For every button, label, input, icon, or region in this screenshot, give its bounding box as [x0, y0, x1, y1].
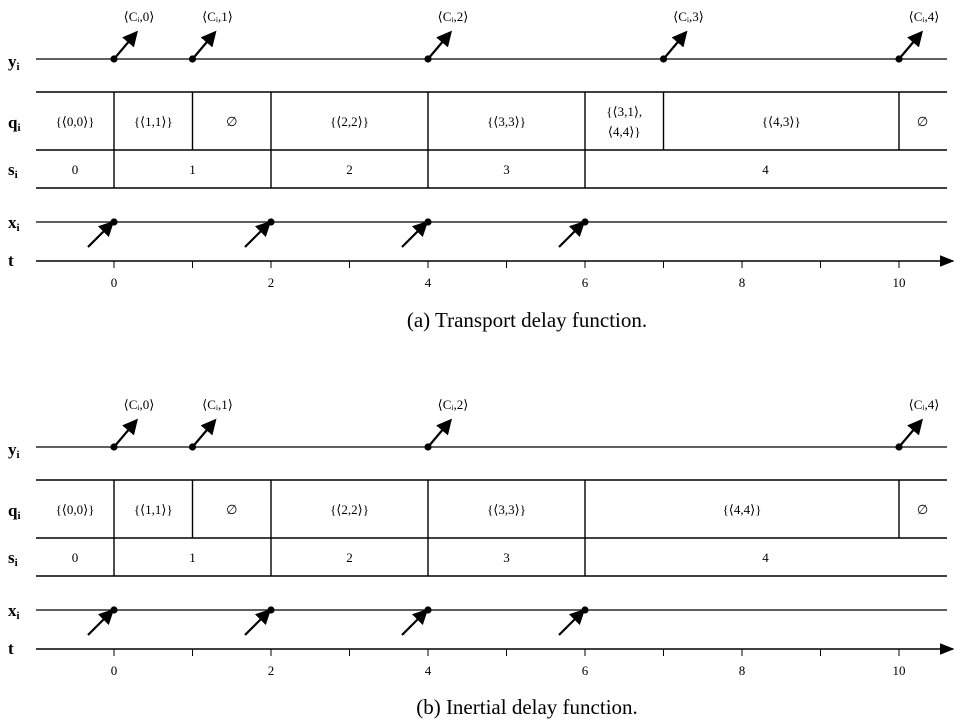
- output-event-label: ⟨Cᵢ,0⟩: [124, 397, 155, 412]
- time-tick-label: 4: [425, 663, 432, 678]
- output-event-arrow: [191, 30, 217, 60]
- queue-cell-text: ∅: [226, 502, 237, 517]
- output-event-arrow: [898, 30, 923, 60]
- output-event-dot: [110, 443, 118, 451]
- queue-cell-text: ∅: [917, 502, 928, 517]
- output-event-label: ⟨Cᵢ,1⟩: [202, 397, 233, 412]
- time-tick-label: 8: [739, 275, 746, 290]
- input-event-dot: [267, 218, 275, 226]
- output-event-arrow: [113, 418, 138, 448]
- state-cell-text: 1: [189, 550, 196, 565]
- queue-cell-text: {⟨3,1⟩,: [606, 104, 642, 119]
- output-event-arrow: [191, 418, 217, 448]
- time-tick-label: 2: [268, 663, 275, 678]
- row-label-y: yi: [8, 52, 20, 73]
- state-cell-text: 2: [346, 162, 353, 177]
- input-event-arrow: [87, 608, 115, 636]
- queue-cell-text: ∅: [226, 114, 237, 129]
- queue-cell-text: {⟨3,3⟩}: [487, 114, 526, 129]
- input-event-arrow: [244, 608, 272, 636]
- output-event-label: ⟨Cᵢ,3⟩: [673, 9, 704, 24]
- panel-b-content: ⟨Cᵢ,0⟩ ⟨Cᵢ,1⟩ ⟨Cᵢ,2⟩ ⟨Cᵢ,4⟩ {⟨0,0⟩} {⟨1,1⟩} ∅ {…: [36, 397, 955, 678]
- queue-cell-text: {⟨0,0⟩}: [56, 502, 95, 517]
- time-tick-label: 6: [582, 275, 589, 290]
- queue-cell-text: {⟨0,0⟩}: [56, 114, 95, 129]
- output-event-label: ⟨Cᵢ,2⟩: [438, 397, 469, 412]
- input-event-arrow: [244, 220, 272, 248]
- output-event-dot: [110, 55, 118, 63]
- state-cell-text: 0: [72, 550, 79, 565]
- output-event-arrow: [427, 30, 452, 60]
- output-event-arrow: [898, 418, 923, 448]
- state-cell-text: 1: [189, 162, 196, 177]
- input-event-dot: [581, 606, 589, 614]
- input-event-arrow: [87, 220, 115, 248]
- time-tick-label: 10: [893, 275, 906, 290]
- queue-cell-text: {⟨2,2⟩}: [330, 114, 369, 129]
- output-event-label: ⟨Cᵢ,1⟩: [202, 9, 233, 24]
- state-cell-text: 0: [72, 162, 79, 177]
- state-cell-text: 4: [762, 162, 769, 177]
- input-event-dot: [424, 606, 432, 614]
- time-tick-label: 2: [268, 275, 275, 290]
- queue-cell-text: {⟨1,1⟩}: [134, 114, 173, 129]
- output-event-dot: [188, 55, 197, 63]
- row-label-q: qi: [8, 113, 21, 134]
- queue-cell-text: {⟨3,3⟩}: [487, 502, 526, 517]
- input-event-dot: [581, 218, 589, 226]
- row-label-s: si: [8, 160, 18, 181]
- output-event-dot: [895, 443, 903, 451]
- panel-a: yi qi si xi t ⟨Cᵢ,0⟩ ⟨Cᵢ,1⟩ ⟨Cᵢ,2⟩ ⟨Cᵢ,3⟩ ⟨C…: [8, 9, 955, 332]
- output-event-arrow: [662, 30, 688, 60]
- output-event-dot: [424, 443, 432, 451]
- panel-b: yi qi si xi t ⟨Cᵢ,0⟩ ⟨Cᵢ,1⟩ ⟨Cᵢ,2⟩ ⟨Cᵢ,4⟩ {⟨…: [8, 397, 955, 719]
- state-cell-text: 4: [762, 550, 769, 565]
- queue-cell-text: {⟨4,4⟩}: [723, 502, 762, 517]
- time-tick-label: 10: [893, 663, 906, 678]
- row-label-t: t: [8, 251, 14, 270]
- input-event-arrow: [401, 220, 429, 248]
- panel-a-content: ⟨Cᵢ,0⟩ ⟨Cᵢ,1⟩ ⟨Cᵢ,2⟩ ⟨Cᵢ,3⟩ ⟨Cᵢ,4⟩ {⟨0,0⟩} {⟨1…: [36, 9, 955, 290]
- row-label-s: si: [8, 548, 18, 569]
- output-event-dot: [895, 55, 903, 63]
- input-event-arrow: [558, 608, 586, 636]
- state-cell-text: 2: [346, 550, 353, 565]
- state-cell-text: 3: [503, 550, 510, 565]
- output-event-dot: [188, 443, 197, 451]
- caption-b: (b) Inertial delay function.: [416, 695, 638, 719]
- row-label-x: xi: [8, 213, 20, 234]
- input-event-dot: [110, 218, 118, 226]
- output-event-label: ⟨Cᵢ,4⟩: [909, 9, 940, 24]
- output-event-label: ⟨Cᵢ,2⟩: [438, 9, 469, 24]
- time-tick-label: 8: [739, 663, 746, 678]
- row-label-q: qi: [8, 501, 21, 522]
- input-event-arrow: [401, 608, 429, 636]
- queue-cell-text: {⟨2,2⟩}: [330, 502, 369, 517]
- output-event-label: ⟨Cᵢ,0⟩: [124, 9, 155, 24]
- caption-a: (a) Transport delay function.: [407, 308, 647, 332]
- input-event-dot: [424, 218, 432, 226]
- queue-cell-text: {⟨1,1⟩}: [134, 502, 173, 517]
- input-event-dot: [267, 606, 275, 614]
- row-label-t: t: [8, 639, 14, 658]
- row-label-x: xi: [8, 601, 20, 622]
- output-event-label: ⟨Cᵢ,4⟩: [909, 397, 940, 412]
- queue-cell-text: ∅: [917, 114, 928, 129]
- output-event-dot: [659, 55, 668, 63]
- row-label-y: yi: [8, 440, 20, 461]
- state-cell-text: 3: [503, 162, 510, 177]
- input-event-dot: [110, 606, 118, 614]
- output-event-arrow: [113, 30, 138, 60]
- time-tick-label: 6: [582, 663, 589, 678]
- output-event-arrow: [427, 418, 452, 448]
- time-tick-label: 0: [111, 663, 118, 678]
- queue-cell-text: {⟨4,3⟩}: [762, 114, 801, 129]
- queue-cell-text: ⟨4,4⟩}: [608, 124, 641, 139]
- output-event-dot: [424, 55, 432, 63]
- time-tick-label: 4: [425, 275, 432, 290]
- time-tick-label: 0: [111, 275, 118, 290]
- input-event-arrow: [558, 220, 586, 248]
